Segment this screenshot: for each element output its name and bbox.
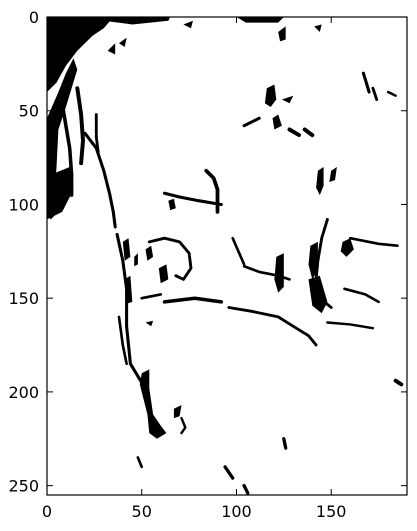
x-tick-label: 150 (316, 502, 347, 521)
stroke-mark-26 (227, 306, 318, 347)
stroke-mark-39 (287, 127, 301, 138)
blob-mark-18 (124, 275, 133, 304)
stroke-mark-38 (242, 116, 261, 128)
stroke-mark-57 (242, 483, 250, 495)
blob-mark-44 (308, 241, 318, 280)
x-axis: 0 50 100 150 (42, 17, 347, 521)
y-axis: 0 50 100 150 200 250 (8, 8, 407, 496)
x-tick-label: 50 (132, 502, 152, 521)
stroke-mark-22 (180, 416, 187, 435)
stroke-mark-40 (302, 127, 315, 138)
stroke-mark-58 (136, 456, 144, 469)
stroke-mark-47 (348, 236, 399, 248)
blob-mark-8 (119, 37, 127, 47)
stroke-mark-53 (371, 86, 379, 101)
y-tick-label: 200 (8, 383, 39, 402)
blob-mark-3 (47, 17, 114, 92)
stroke-mark-27 (242, 264, 291, 281)
blob-mark-10 (314, 24, 322, 32)
blob-mark-42 (329, 167, 337, 182)
blob-mark-4 (103, 17, 171, 25)
stroke-mark-48 (343, 287, 380, 304)
stroke-mark-12 (75, 86, 85, 166)
stroke-mark-11 (60, 101, 74, 197)
blob-mark-45 (308, 275, 328, 314)
stroke-mark-15 (115, 232, 144, 385)
stroke-mark-14 (83, 131, 117, 229)
stroke-mark-19 (117, 315, 128, 366)
blob-mark-7 (107, 43, 116, 55)
blob-mark-46 (340, 238, 354, 257)
stroke-mark-52 (361, 71, 371, 94)
y-tick-label: 250 (8, 477, 39, 496)
stroke-mark-28 (231, 236, 246, 266)
stroke-mark-24 (140, 293, 163, 300)
blob-mark-2 (47, 167, 74, 220)
stroke-mark-50 (393, 378, 404, 387)
blob-mark-20 (139, 369, 167, 439)
stroke-mark-55 (282, 437, 288, 450)
x-tick-label: 100 (221, 502, 252, 521)
blob-mark-6 (183, 20, 193, 29)
stroke-mark-13 (94, 113, 100, 154)
stroke-mark-29 (147, 236, 193, 281)
blob-mark-31 (145, 245, 154, 261)
y-tick-label: 0 (29, 8, 39, 27)
stroke-mark-49 (326, 321, 375, 330)
plot-area (47, 17, 407, 495)
y-tick-label: 150 (8, 289, 39, 308)
blob-mark-41 (316, 167, 324, 196)
blob-mark-34 (168, 198, 176, 211)
stroke-mark-54 (386, 90, 397, 97)
blob-mark-5 (236, 17, 284, 23)
x-tick-label: 0 (42, 502, 52, 521)
image-marks (47, 17, 404, 495)
stroke-mark-32 (162, 191, 223, 207)
blob-mark-16 (122, 238, 131, 261)
y-tick-label: 100 (8, 195, 39, 214)
blob-mark-35 (264, 84, 277, 107)
stroke-mark-25 (162, 296, 224, 304)
blob-mark-36 (272, 114, 282, 130)
y-tick-label: 50 (19, 102, 39, 121)
blob-mark-51 (274, 253, 284, 293)
blob-mark-17 (134, 253, 138, 267)
blob-mark-30 (158, 264, 169, 284)
blob-mark-37 (281, 95, 294, 104)
blob-mark-9 (278, 26, 286, 42)
blob-mark-21 (173, 405, 182, 419)
blob-mark-23 (145, 320, 154, 327)
plot-frame (46, 16, 408, 496)
stroke-mark-33 (204, 168, 220, 214)
stroke-mark-56 (223, 465, 235, 480)
